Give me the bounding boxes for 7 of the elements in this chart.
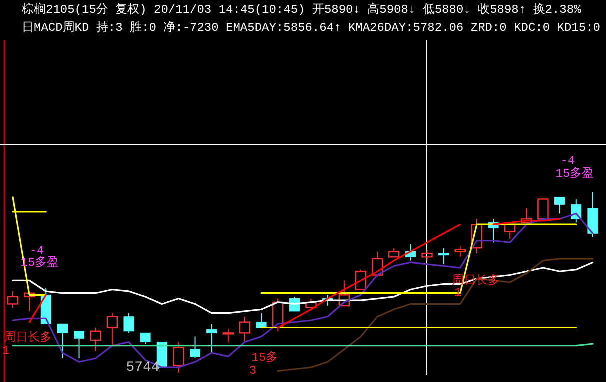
annotation: 5744: [126, 360, 160, 376]
text: -4: [560, 154, 576, 168]
annotation: 15多: [252, 351, 278, 365]
chart-title: 棕榈2105(15分 复权) 20/11/03 14:45(10:45) 开5890↓ 高5908↓ 低5880↓ 收5898↑ 换2.38%: [22, 2, 582, 17]
annotation: 3: [249, 364, 257, 378]
text: 15多盈: [556, 167, 594, 181]
chart-subtitle: 日MACD周KD 持:3 胜:0 净:-7230 EMA5DAY:5856.64↑ KMA26DAY:5782.06 ZRD:0 KDC:0 KD15:0: [22, 21, 600, 35]
